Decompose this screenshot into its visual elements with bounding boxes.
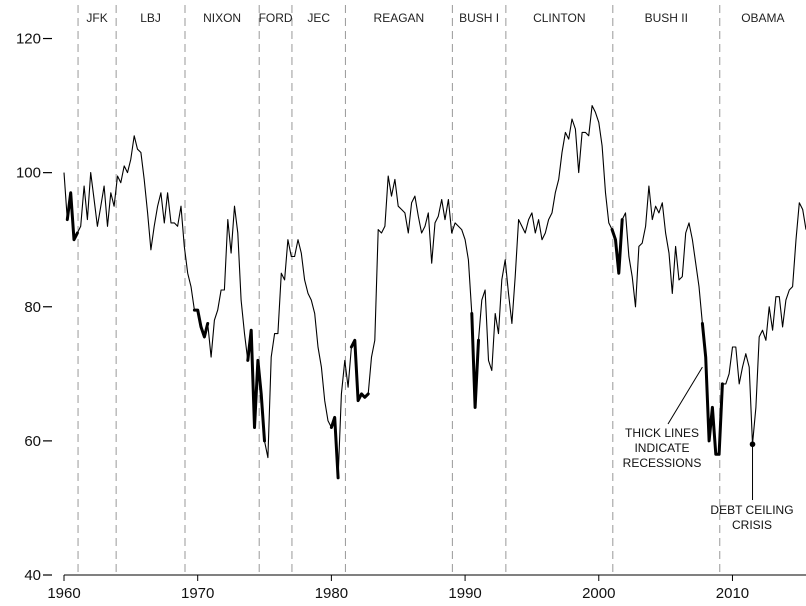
recession-note-line-1: THICK LINES [625,426,699,440]
sentiment-series [63,105,806,479]
president-label: NIXON [203,11,241,25]
x-tick-label: 1960 [47,585,80,602]
recession-segment [700,322,724,456]
y-tick-label: 100 [16,165,41,182]
recession-segment [192,308,210,339]
president-label: CLINTON [533,11,585,25]
president-label: REAGAN [374,11,425,25]
x-axis-ticks: 1960 1970 1980 1990 2000 2010 [47,575,749,602]
x-tick-label: 1990 [448,585,481,602]
recession-segment [65,191,79,242]
x-tick-label: 2000 [582,585,615,602]
debt-ceiling-marker [749,441,756,448]
recession-segments [65,191,724,480]
annotations: THICK LINES INDICATE RECESSIONS DEBT CEI… [623,366,794,532]
recession-segment [246,328,266,443]
x-tick-label: 2010 [716,585,749,602]
debt-note-line-2: CRISIS [732,518,772,532]
president-label: FORD [259,11,293,25]
presidential-term-dividers [77,5,721,575]
recession-note-line-3: RECESSIONS [623,456,702,470]
x-tick-label: 1970 [181,585,214,602]
president-label: OBAMA [741,11,784,25]
y-axis-ticks: 40 60 80 100 120 [16,31,52,584]
presidential-term-labels: JFK LBJ NIXON FORD JEC REAGAN BUSH I CLINTON BUS… [86,11,784,25]
president-label: BUSH II [645,11,688,25]
recession-segment [329,415,340,480]
x-tick-label: 1980 [315,585,348,602]
recession-segment [610,218,624,275]
president-label: JEC [307,11,330,25]
debt-note-line-1: DEBT CEILING [710,503,793,517]
president-label: JFK [86,11,107,25]
y-tick-label: 120 [16,31,41,48]
recession-segment [349,338,370,403]
y-tick-label: 40 [24,567,41,584]
y-tick-label: 60 [24,433,41,450]
president-label: LBJ [140,11,161,25]
president-label: BUSH I [459,11,499,25]
series-line [63,105,806,479]
recession-note-pointer [667,366,703,425]
recession-note-line-2: INDICATE [634,441,689,455]
recession-segment [470,312,480,409]
y-tick-label: 80 [24,299,41,316]
